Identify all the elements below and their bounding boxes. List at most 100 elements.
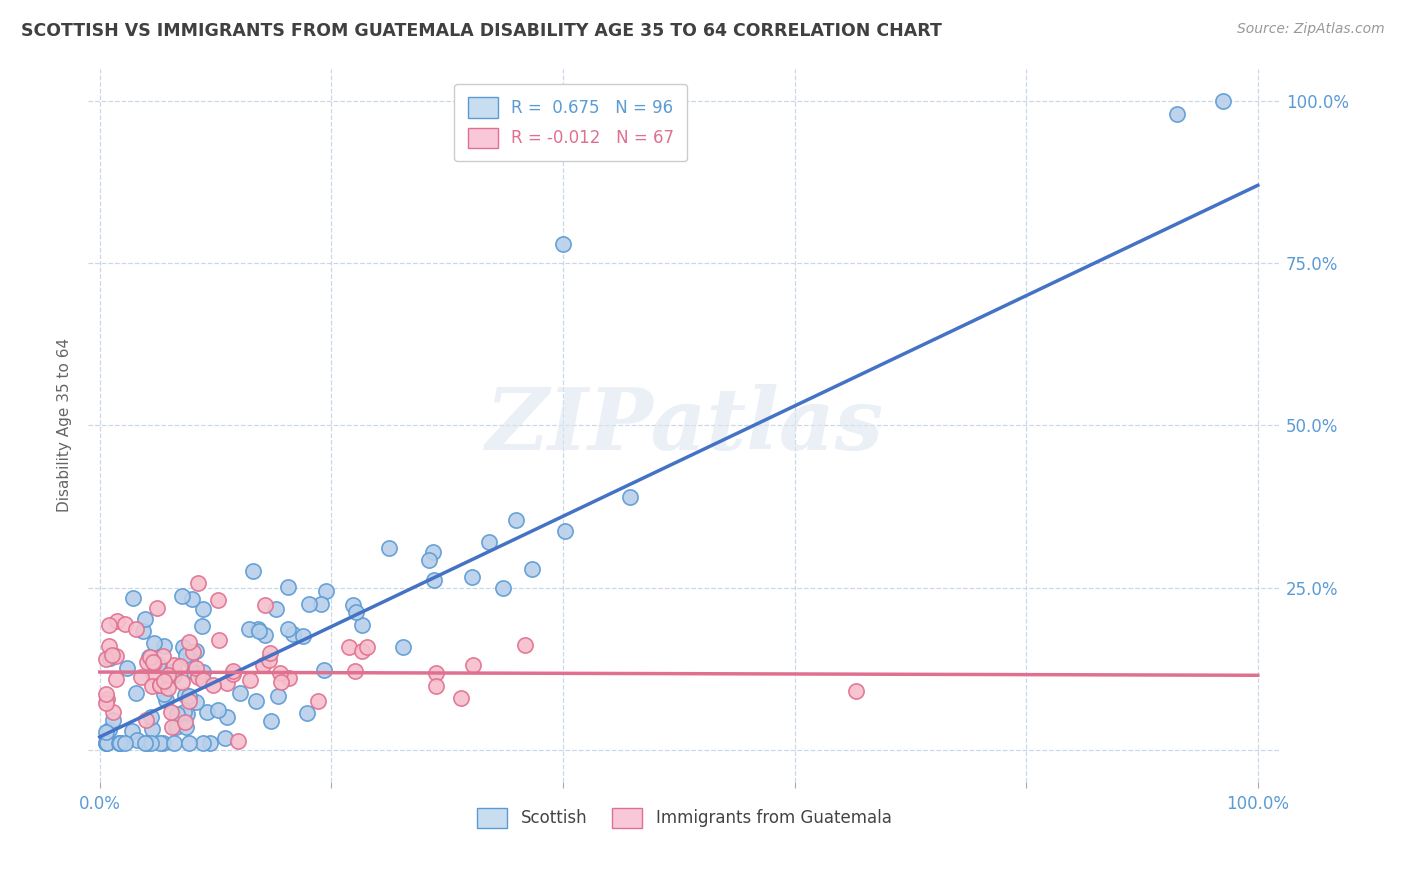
Point	[292, 629, 315, 643]
Point	[101, 706, 124, 720]
Point	[277, 623, 299, 637]
Point	[183, 665, 205, 679]
Point	[141, 722, 163, 736]
Point	[125, 733, 148, 747]
Point	[226, 733, 249, 747]
Point	[191, 673, 214, 688]
Point	[245, 694, 267, 708]
Point	[148, 657, 170, 672]
Point	[344, 605, 367, 619]
Point	[152, 648, 174, 663]
Point	[239, 673, 262, 688]
Point	[136, 736, 159, 750]
Point	[278, 671, 301, 685]
Point	[191, 602, 214, 616]
Point	[619, 490, 641, 504]
Point	[238, 622, 260, 636]
Point	[425, 666, 447, 681]
Point	[1212, 94, 1234, 108]
Point	[139, 649, 162, 664]
Point	[200, 736, 222, 750]
Point	[425, 679, 447, 693]
Point	[478, 534, 501, 549]
Point	[107, 614, 129, 628]
Point	[179, 634, 201, 648]
Point	[184, 644, 207, 658]
Point	[183, 644, 205, 658]
Point	[134, 612, 156, 626]
Point	[163, 736, 186, 750]
Text: Source: ZipAtlas.com: Source: ZipAtlas.com	[1237, 22, 1385, 37]
Point	[138, 649, 160, 664]
Point	[177, 736, 200, 750]
Text: ZIPatlas: ZIPatlas	[485, 384, 883, 467]
Point	[207, 592, 229, 607]
Point	[174, 688, 197, 702]
Point	[186, 695, 208, 709]
Point	[450, 691, 472, 706]
Point	[141, 679, 163, 693]
Point	[208, 632, 231, 647]
Point	[153, 639, 176, 653]
Point	[270, 675, 292, 690]
Point	[146, 601, 169, 615]
Point	[153, 673, 176, 688]
Point	[108, 736, 131, 750]
Point	[142, 666, 165, 681]
Point	[252, 658, 274, 673]
Point	[1166, 107, 1188, 121]
Point	[160, 720, 183, 734]
Point	[176, 706, 198, 721]
Point	[155, 693, 177, 707]
Point	[845, 683, 868, 698]
Point	[122, 591, 145, 605]
Point	[187, 576, 209, 591]
Point	[269, 665, 291, 680]
Point	[259, 646, 281, 660]
Point	[172, 589, 194, 603]
Point	[191, 665, 214, 680]
Point	[117, 661, 139, 675]
Point	[149, 678, 172, 692]
Point	[121, 723, 143, 738]
Point	[174, 720, 197, 734]
Point	[96, 691, 118, 706]
Point	[378, 541, 401, 555]
Point	[125, 686, 148, 700]
Point	[94, 736, 117, 750]
Point	[215, 676, 238, 690]
Point	[343, 664, 366, 678]
Point	[222, 667, 245, 681]
Point	[149, 736, 172, 750]
Point	[163, 664, 186, 678]
Point	[94, 725, 117, 739]
Point	[267, 690, 290, 704]
Point	[108, 736, 131, 750]
Point	[157, 681, 180, 695]
Point	[392, 640, 415, 654]
Point	[135, 714, 157, 728]
Point	[254, 599, 277, 613]
Point	[460, 570, 482, 584]
Point	[98, 651, 121, 665]
Point	[222, 664, 245, 678]
Point	[163, 658, 186, 673]
Point	[94, 652, 117, 666]
Point	[214, 731, 236, 745]
Point	[281, 626, 304, 640]
Point	[298, 597, 321, 611]
Point	[254, 628, 277, 642]
Point	[247, 624, 270, 639]
Point	[520, 562, 543, 576]
Point	[172, 674, 194, 689]
Point	[177, 694, 200, 708]
Point	[356, 640, 378, 654]
Point	[98, 617, 121, 632]
Point	[156, 668, 179, 682]
Point	[315, 584, 337, 599]
Point	[195, 705, 218, 719]
Point	[108, 736, 131, 750]
Point	[513, 638, 536, 652]
Point	[312, 663, 335, 677]
Point	[337, 640, 360, 654]
